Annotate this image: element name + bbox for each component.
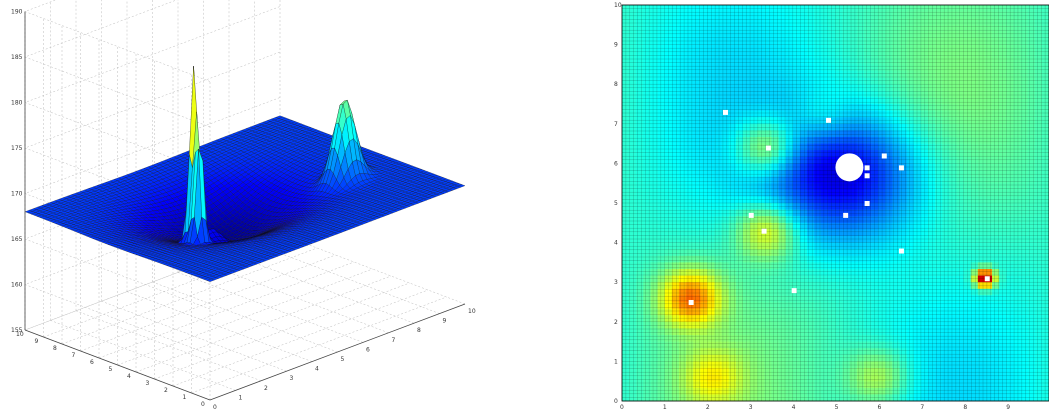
heatmap-x-tick: 9	[1006, 404, 1010, 411]
heatmap-x-tick: 6	[877, 404, 881, 411]
heatmap-y-tick: 1	[614, 358, 618, 365]
heatmap-y-tick: 7	[614, 121, 618, 128]
heatmap-y-tick: 2	[614, 319, 618, 326]
surface-x-tick: 10	[468, 308, 476, 315]
surface-z-tick: 160	[11, 282, 23, 289]
heatmap-y-tick: 8	[614, 81, 618, 88]
heatmap-x-tick: 4	[792, 404, 796, 411]
missing-point	[843, 212, 849, 218]
surface-x-tick: 2	[264, 385, 268, 392]
heatmap-x-tick: 5	[835, 404, 839, 411]
surface-y-tick: 6	[90, 359, 94, 366]
surface-x-tick: 9	[443, 318, 447, 325]
surface-axis-lines	[24, 11, 466, 401]
surface-z-tick: 155	[11, 327, 23, 334]
heatmap-x-tick: 8	[963, 404, 967, 411]
heatmap-y-tick: 3	[614, 279, 618, 286]
surface-x-tick: 0	[213, 404, 217, 411]
surface-z-tick: 170	[11, 191, 23, 198]
missing-point	[881, 153, 887, 159]
surface-x-tick: 1	[239, 394, 243, 401]
heatmap-x-tick: 0	[620, 404, 624, 411]
surface-z-tick: 185	[11, 54, 23, 61]
surface-x-tick: 8	[417, 327, 421, 334]
surface-y-tick: 2	[164, 387, 168, 394]
missing-point	[761, 228, 767, 234]
surface-x-tick: 6	[366, 346, 370, 353]
missing-point	[791, 288, 797, 294]
heatmap-x-tick: 7	[920, 404, 924, 411]
surface-x-tick: 4	[315, 366, 319, 373]
missing-point	[688, 300, 694, 305]
surface-y-tick: 10	[16, 331, 24, 338]
surface-y-tick: 5	[109, 366, 113, 373]
heatmap-plot: 0 1 2 3 4 5 6 7 8 9 0 1 2 3 4 5 6 7 8 9 10	[614, 2, 1049, 411]
surface-y-tick: 0	[201, 401, 205, 408]
missing-point	[984, 276, 990, 282]
heatmap-y-tick: 0	[614, 398, 618, 405]
heatmap-y-tick: 10	[614, 2, 622, 9]
missing-point	[835, 153, 864, 182]
missing-point	[748, 212, 754, 218]
missing-point	[722, 109, 728, 115]
surface-x-tick: 5	[341, 356, 345, 363]
heatmap-grid	[621, 4, 1049, 402]
missing-point	[864, 165, 870, 171]
missing-point	[898, 165, 904, 171]
heatmap-y-tick: 4	[614, 240, 618, 247]
surface-plot: 0123456789100123456789101551601651701751…	[11, 0, 476, 411]
missing-point	[825, 117, 831, 123]
surface-y-tick: 4	[127, 373, 131, 380]
heatmap-y-tick: 5	[614, 200, 618, 207]
surface-y-tick: 3	[146, 380, 150, 387]
surface-y-tick: 9	[35, 338, 39, 345]
heatmap-cells	[622, 5, 1049, 402]
heatmap-x-tick: 3	[749, 404, 753, 411]
missing-point	[864, 173, 870, 179]
heatmap-y-tick: 6	[614, 160, 618, 167]
heatmap-frame	[621, 4, 1049, 402]
missing-point	[864, 201, 870, 206]
surface-z-tick: 165	[11, 236, 23, 243]
heatmap-y-tick: 9	[614, 42, 618, 49]
surface-z-tick: 180	[11, 100, 23, 107]
surface-y-tick: 7	[72, 352, 76, 359]
surface-z-tick: 190	[11, 9, 23, 16]
surface-z-tick: 175	[11, 145, 23, 152]
missing-point	[898, 248, 904, 254]
surface-mesh	[24, 66, 466, 282]
heatmap-x-tick: 2	[706, 404, 710, 411]
surface-x-tick: 7	[392, 337, 396, 344]
surface-y-tick: 8	[53, 345, 57, 352]
surface-x-tick: 3	[290, 375, 294, 382]
heatmap-missing-points	[688, 109, 990, 305]
heatmap-x-tick: 1	[663, 404, 667, 411]
surface-y-tick: 1	[183, 394, 187, 401]
missing-point	[765, 145, 771, 151]
